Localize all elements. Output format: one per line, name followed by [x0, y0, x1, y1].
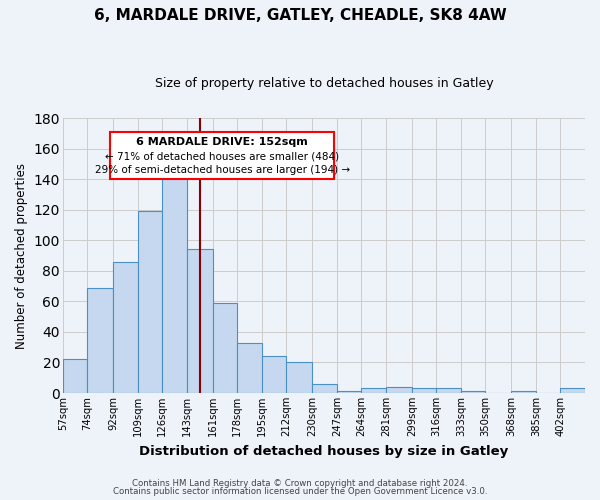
Bar [337, 392, 361, 393]
Bar [187, 250, 213, 393]
Bar [213, 303, 238, 393]
Bar [138, 211, 163, 393]
Bar [560, 388, 585, 393]
Bar [238, 342, 262, 393]
Bar [412, 388, 436, 393]
Bar [163, 179, 187, 393]
Title: Size of property relative to detached houses in Gatley: Size of property relative to detached ho… [155, 78, 493, 90]
Bar [88, 288, 113, 393]
Text: 29% of semi-detached houses are larger (194) →: 29% of semi-detached houses are larger (… [95, 165, 350, 175]
Bar [461, 392, 485, 393]
Text: Contains public sector information licensed under the Open Government Licence v3: Contains public sector information licen… [113, 487, 487, 496]
Text: 6, MARDALE DRIVE, GATLEY, CHEADLE, SK8 4AW: 6, MARDALE DRIVE, GATLEY, CHEADLE, SK8 4… [94, 8, 506, 22]
Y-axis label: Number of detached properties: Number of detached properties [15, 162, 28, 348]
Bar [286, 362, 313, 393]
X-axis label: Distribution of detached houses by size in Gatley: Distribution of detached houses by size … [139, 444, 509, 458]
Text: ← 71% of detached houses are smaller (484): ← 71% of detached houses are smaller (48… [105, 151, 339, 161]
Bar [511, 392, 536, 393]
FancyBboxPatch shape [110, 132, 334, 178]
Bar [63, 360, 88, 393]
Text: 6 MARDALE DRIVE: 152sqm: 6 MARDALE DRIVE: 152sqm [136, 137, 308, 147]
Bar [436, 388, 461, 393]
Text: Contains HM Land Registry data © Crown copyright and database right 2024.: Contains HM Land Registry data © Crown c… [132, 478, 468, 488]
Bar [313, 384, 337, 393]
Bar [113, 262, 138, 393]
Bar [386, 387, 412, 393]
Bar [262, 356, 286, 393]
Bar [361, 388, 386, 393]
